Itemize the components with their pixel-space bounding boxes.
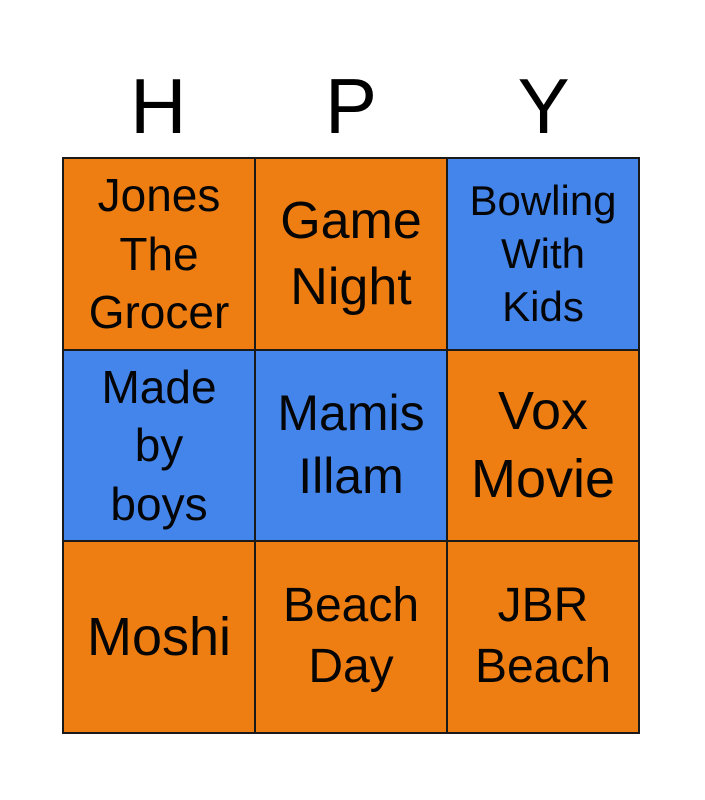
cell-text-line: Moshi bbox=[86, 606, 232, 667]
bingo-cell-vox-movie[interactable]: Vox Movie bbox=[448, 350, 638, 541]
bingo-cell-moshi[interactable]: Moshi bbox=[64, 542, 254, 732]
cell-text-line: boys bbox=[110, 477, 208, 530]
cell-text-line: Beach bbox=[474, 640, 612, 694]
bingo-cell-made-by-boys[interactable]: Made by boys bbox=[64, 350, 254, 541]
cell-text-line: Game bbox=[280, 191, 422, 250]
cell-text-line: Beach bbox=[282, 579, 420, 633]
cell-text-line: Made bbox=[101, 360, 217, 413]
cell-text-line: Mamis bbox=[277, 384, 425, 441]
cell-text-line: Bowling bbox=[469, 176, 617, 224]
bingo-cell-jones-the-grocer[interactable]: Jones The Grocer bbox=[64, 159, 254, 349]
bingo-cell-mamis-illam[interactable]: Mamis Illam bbox=[256, 350, 446, 541]
title-letter-p: P bbox=[324, 62, 378, 150]
bingo-cell-bowling-with-kids[interactable]: Bowling With Kids bbox=[448, 159, 638, 349]
cell-text-line: Night bbox=[290, 257, 412, 316]
bingo-cell-game-night[interactable]: Game Night bbox=[256, 159, 446, 349]
title-letter-h: H bbox=[130, 62, 187, 150]
cell-text-line: Illam bbox=[298, 448, 404, 505]
cell-text-line: Kids bbox=[502, 283, 584, 331]
bingo-cell-beach-day[interactable]: Beach Day bbox=[256, 542, 446, 732]
cell-text-line: Movie bbox=[470, 449, 616, 510]
card-title: H P Y bbox=[62, 60, 640, 152]
bingo-grid: Jones The Grocer Game Night Bowling With… bbox=[62, 157, 640, 734]
cell-text-line: by bbox=[134, 419, 184, 472]
cell-text-line: JBR bbox=[497, 579, 589, 633]
bingo-cell-jbr-beach[interactable]: JBR Beach bbox=[448, 542, 638, 732]
cell-text-line: Day bbox=[308, 640, 394, 694]
cell-text-line: With bbox=[501, 230, 585, 278]
cell-text-line: Vox bbox=[497, 380, 589, 441]
cell-text-line: The bbox=[119, 227, 199, 280]
title-letter-y: Y bbox=[517, 62, 570, 150]
cell-text-line: Grocer bbox=[88, 286, 230, 339]
cell-text-line: Jones bbox=[97, 169, 221, 222]
